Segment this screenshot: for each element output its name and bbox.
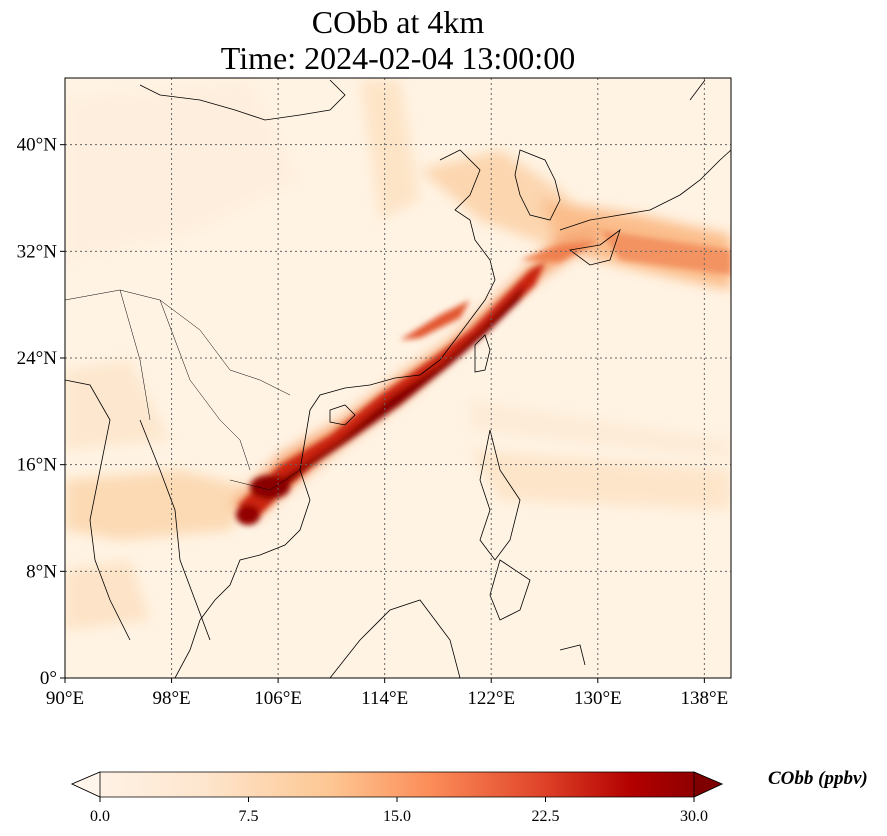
coastlines <box>65 79 731 678</box>
lon-tick-label: 130°E <box>574 688 622 709</box>
colorbar-max-extension <box>693 771 723 798</box>
lon-tick-label: 138°E <box>681 688 729 709</box>
lat-tick-label: 40°N <box>17 135 58 156</box>
gridlines <box>65 78 731 678</box>
colorbar-ticks: 0.0 7.5 15.0 22.5 30.0 <box>90 797 708 825</box>
lon-tick-label: 98°E <box>152 688 190 709</box>
colorbar: 0.0 7.5 15.0 22.5 30.0 <box>71 771 723 825</box>
lat-tick-label: 0° <box>40 668 57 689</box>
colorbar-label: CObb (ppbv) <box>768 768 868 789</box>
lat-tick-label: 8°N <box>26 561 57 582</box>
colorbar-tick-label: 15.0 <box>383 808 411 825</box>
lon-tick-label: 106°E <box>254 688 302 709</box>
lat-tick-label: 16°N <box>17 455 58 476</box>
map-title-time: Time: 2024-02-04 13:00:00 <box>220 40 576 76</box>
lon-tick-label: 90°E <box>46 688 84 709</box>
lat-tick-label: 32°N <box>17 241 58 262</box>
axes: 90°E 98°E 106°E 114°E 122°E 130°E 138°E 0° 8°N 16… <box>17 135 729 709</box>
colorbar-tick-label: 7.5 <box>239 808 259 825</box>
colorbar-min-extension <box>71 771 101 798</box>
colorbar-tick-label: 0.0 <box>90 808 110 825</box>
colorbar-tick-label: 22.5 <box>532 808 560 825</box>
map-title-variable: CObb at 4km <box>311 4 485 40</box>
lat-tick-label: 24°N <box>17 348 58 369</box>
lon-tick-label: 114°E <box>361 688 408 709</box>
colorbar-tick-label: 30.0 <box>680 808 708 825</box>
concentration-field <box>65 78 731 678</box>
lon-tick-label: 122°E <box>467 688 515 709</box>
colorbar-bar <box>71 771 723 798</box>
map-frame <box>64 77 732 679</box>
